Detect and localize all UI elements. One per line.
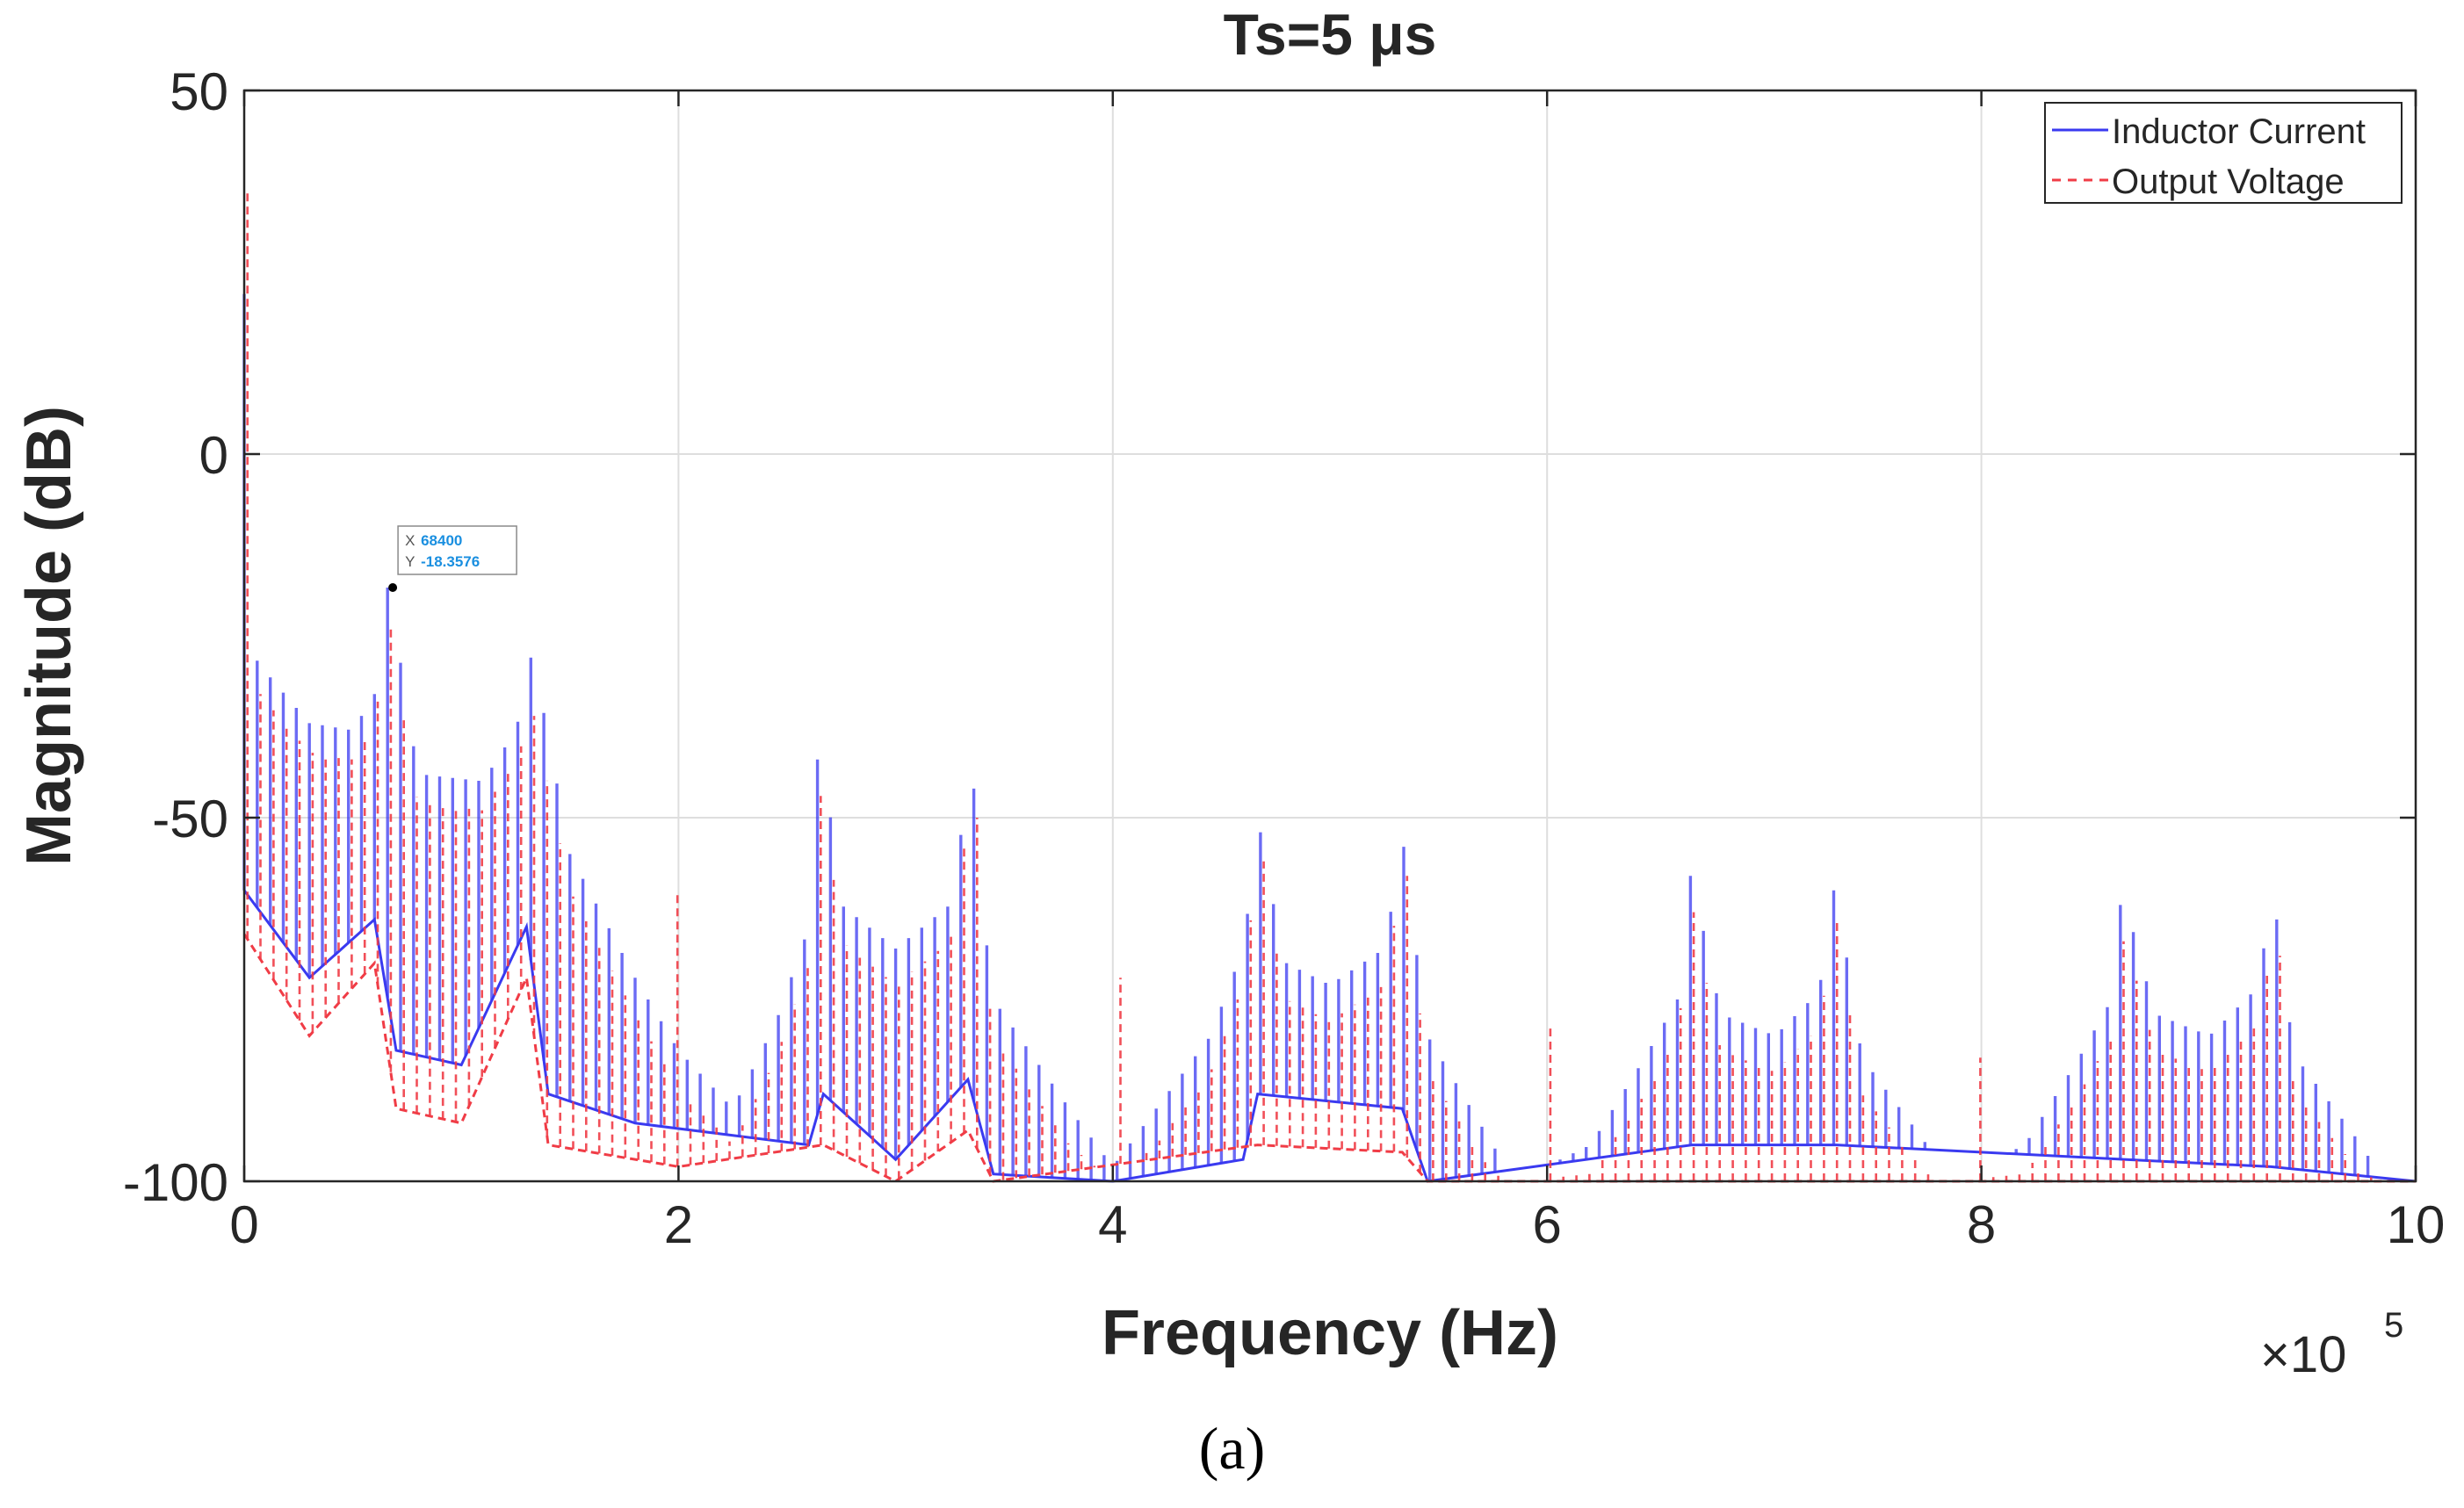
- datatip-y-value: -18.3576: [421, 553, 480, 570]
- datatip-box: [397, 525, 517, 575]
- y-tick-label: -50: [152, 790, 228, 848]
- x-exponent-base: ×10: [2260, 1326, 2346, 1383]
- legend-label-inductor-current: Inductor Current: [2112, 112, 2366, 151]
- legend: Inductor Current Output Voltage: [2044, 102, 2403, 204]
- y-tick-label: 50: [170, 62, 228, 121]
- y-axis-label: Magnitude (dB): [14, 406, 84, 866]
- plot-area: [244, 90, 2416, 1181]
- datatip: X 68400 Y -18.3576: [388, 525, 517, 593]
- datatip-marker: [388, 583, 398, 593]
- datatip-x-label: X: [405, 532, 415, 549]
- y-tick-label: -100: [123, 1153, 228, 1212]
- series-1: [242, 191, 2416, 1183]
- figure-caption: (a): [1198, 1415, 1266, 1482]
- series-floor-trace: [242, 889, 2417, 1183]
- ticks: 0 2 4 6 8 10 50 0 -50 -100: [123, 62, 2445, 1254]
- x-tick-label: 4: [1098, 1195, 1127, 1254]
- legend-label-output-voltage: Output Voltage: [2112, 162, 2345, 201]
- datatip-x-value: 68400: [421, 532, 462, 549]
- series-floor-trace: [242, 933, 2416, 1183]
- x-tick-label: 6: [1533, 1195, 1562, 1254]
- y-tick-label: 0: [199, 426, 228, 485]
- x-exponent: ×10 5: [2260, 1306, 2403, 1383]
- x-tick-label: 8: [1967, 1195, 1996, 1254]
- x-tick-label: 10: [2387, 1195, 2446, 1254]
- x-tick-label: 0: [229, 1195, 258, 1254]
- plot-box: [242, 89, 2417, 1183]
- x-axis-label: Frequency (Hz): [1102, 1298, 1558, 1368]
- datatip-y-label: Y: [405, 553, 415, 570]
- legend-box: [2044, 102, 2403, 204]
- x-exponent-power: 5: [2384, 1306, 2403, 1345]
- x-tick-label: 2: [664, 1195, 693, 1254]
- series-spectral-lines: [246, 191, 2373, 1181]
- chart-title: Ts=5 μs: [1224, 2, 1437, 67]
